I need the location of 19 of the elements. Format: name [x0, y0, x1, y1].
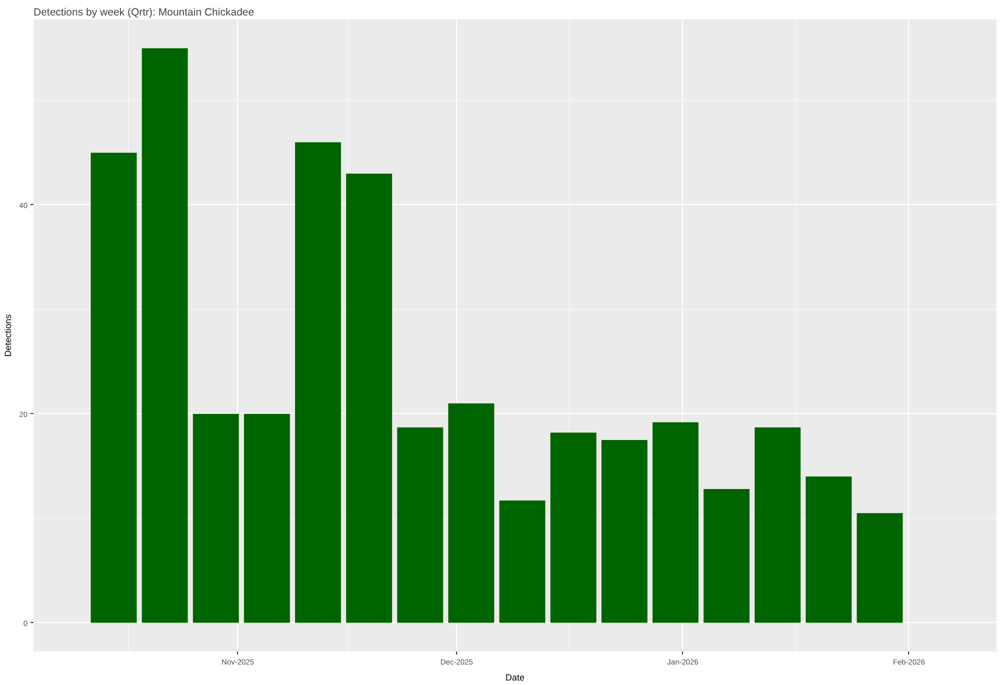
bar — [244, 414, 290, 623]
bar — [704, 489, 750, 623]
bar — [754, 427, 801, 623]
bar — [142, 48, 188, 623]
bar — [652, 422, 698, 623]
bar — [856, 513, 903, 623]
bar — [346, 174, 392, 623]
bar — [448, 403, 494, 623]
bar — [90, 152, 137, 623]
bar — [499, 500, 546, 623]
bar — [192, 414, 239, 623]
chart-title: Detections by week (Qrtr): Mountain Chickadee — [34, 6, 254, 18]
bar — [397, 427, 444, 623]
bar — [550, 432, 596, 623]
bar — [806, 476, 852, 623]
bar — [295, 142, 342, 623]
bar — [601, 440, 648, 623]
x-axis-title: Date — [505, 672, 525, 682]
y-axis-title: Detections — [3, 314, 14, 357]
